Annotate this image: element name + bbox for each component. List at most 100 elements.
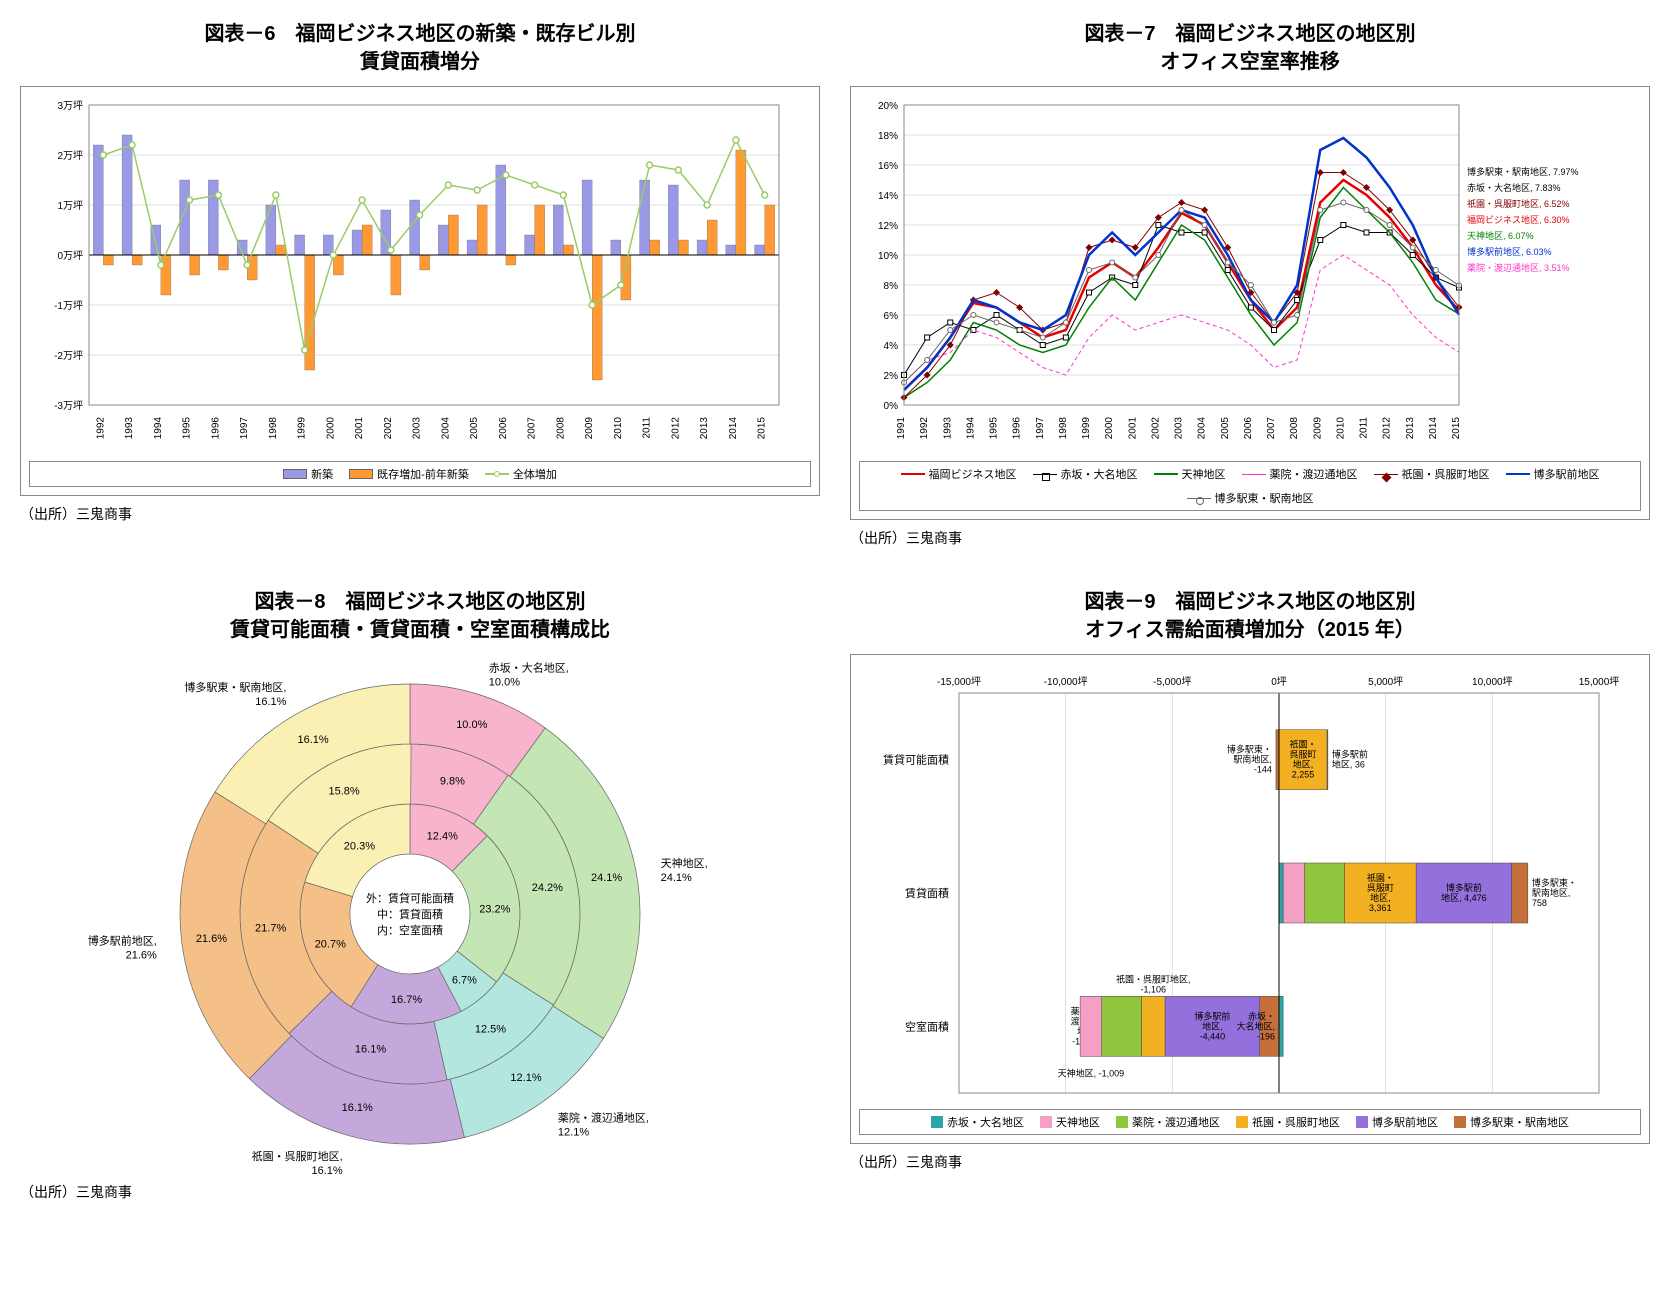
svg-text:758: 758	[1532, 898, 1547, 908]
svg-text:-5,000坪: -5,000坪	[1153, 675, 1191, 688]
svg-text:12.1%: 12.1%	[558, 1127, 589, 1139]
svg-text:1996: 1996	[1012, 417, 1023, 440]
svg-text:21.6%: 21.6%	[196, 933, 227, 945]
svg-text:赤坂・大名地区, 7.83%: 赤坂・大名地区, 7.83%	[1467, 182, 1561, 193]
svg-text:1992: 1992	[95, 417, 106, 440]
svg-text:-1万坪: -1万坪	[54, 299, 83, 312]
svg-text:2004: 2004	[440, 417, 451, 440]
svg-text:2012: 2012	[1382, 417, 1393, 440]
svg-text:1995: 1995	[989, 417, 1000, 440]
svg-text:0万坪: 0万坪	[57, 249, 83, 262]
svg-text:15,000坪: 15,000坪	[1579, 675, 1619, 688]
svg-text:21.7%: 21.7%	[255, 923, 286, 935]
svg-text:内：空室面積: 内：空室面積	[377, 923, 443, 937]
svg-text:-4,440: -4,440	[1200, 1031, 1226, 1041]
svg-text:天神地区, -1,009: 天神地区, -1,009	[1058, 1067, 1125, 1078]
svg-text:2003: 2003	[1174, 417, 1185, 440]
svg-text:地区,: 地区,	[1370, 892, 1391, 903]
svg-text:地区,: 地区,	[1293, 759, 1314, 770]
svg-text:2%: 2%	[884, 371, 899, 382]
chart9-svg: -15,000坪-10,000坪-5,000坪0坪5,000坪10,000坪15…	[859, 663, 1619, 1103]
svg-text:2014: 2014	[1428, 417, 1439, 440]
svg-text:1997: 1997	[1035, 417, 1046, 440]
svg-text:10%: 10%	[878, 251, 898, 262]
svg-text:地区, 4,476: 地区, 4,476	[1441, 892, 1487, 903]
svg-text:天神地区,: 天神地区,	[661, 856, 708, 870]
svg-text:20.3%: 20.3%	[344, 841, 375, 853]
svg-text:1998: 1998	[1058, 417, 1069, 440]
svg-text:博多駅東・駅南地区, 7.97%: 博多駅東・駅南地区, 7.97%	[1467, 166, 1579, 177]
svg-text:博多駅東・: 博多駅東・	[1532, 877, 1577, 888]
chart6-title: 図表－6 福岡ビジネス地区の新築・既存ビル別賃貸面積増分	[20, 20, 820, 76]
svg-text:2000: 2000	[325, 417, 336, 440]
svg-text:24.1%: 24.1%	[661, 872, 692, 884]
svg-text:16%: 16%	[878, 161, 898, 172]
svg-text:10.0%: 10.0%	[456, 719, 487, 731]
chart8-title: 図表－8 福岡ビジネス地区の地区別賃貸可能面積・賃貸面積・空室面積構成比	[20, 588, 820, 644]
svg-text:祇園・呉服町地区,: 祇園・呉服町地区,	[252, 1150, 343, 1163]
svg-text:8%: 8%	[884, 281, 899, 292]
chart8-source: （出所）三鬼商事	[20, 1182, 820, 1202]
svg-text:1998: 1998	[268, 417, 279, 440]
chart6-legend: 新築既存増加-前年新築全体増加	[29, 461, 811, 487]
svg-text:16.7%: 16.7%	[391, 994, 422, 1006]
svg-text:祇園・: 祇園・	[1367, 872, 1394, 883]
svg-text:2万坪: 2万坪	[57, 149, 83, 162]
svg-text:2014: 2014	[728, 417, 739, 440]
svg-text:2012: 2012	[670, 417, 681, 440]
svg-text:博多駅前地区, 6.03%: 博多駅前地区, 6.03%	[1467, 246, 1552, 257]
chart7-title: 図表－7 福岡ビジネス地区の地区別オフィス空室率推移	[850, 20, 1650, 76]
svg-text:-3万坪: -3万坪	[54, 399, 83, 412]
svg-text:3,361: 3,361	[1369, 903, 1392, 913]
svg-text:薬院・渡辺通地区, 3.51%: 薬院・渡辺通地区, 3.51%	[1467, 262, 1570, 273]
svg-text:2013: 2013	[699, 417, 710, 440]
svg-text:博多駅前: 博多駅前	[1332, 749, 1368, 760]
chart6-svg: -3万坪-2万坪-1万坪0万坪1万坪2万坪3万坪1992199319941995…	[29, 95, 789, 455]
svg-text:2008: 2008	[1289, 417, 1300, 440]
svg-text:呉服町: 呉服町	[1367, 883, 1394, 893]
svg-text:1995: 1995	[182, 417, 193, 440]
svg-text:2015: 2015	[1451, 417, 1462, 440]
svg-text:天神地区, 6.07%: 天神地区, 6.07%	[1467, 230, 1534, 241]
svg-text:20.7%: 20.7%	[315, 939, 346, 951]
svg-text:外：賃貸可能面積: 外：賃貸可能面積	[366, 891, 454, 905]
svg-text:博多駅前: 博多駅前	[1446, 882, 1482, 893]
chart8-panel: 図表－8 福岡ビジネス地区の地区別賃貸可能面積・賃貸面積・空室面積構成比 12.…	[20, 588, 820, 1202]
svg-text:1992: 1992	[919, 417, 930, 440]
svg-text:2001: 2001	[1127, 417, 1138, 440]
svg-text:1997: 1997	[239, 417, 250, 440]
svg-text:2007: 2007	[1266, 417, 1277, 440]
svg-text:16.1%: 16.1%	[297, 734, 328, 746]
svg-text:1999: 1999	[297, 417, 308, 440]
svg-text:-10,000坪: -10,000坪	[1044, 675, 1088, 688]
svg-text:1991: 1991	[896, 417, 907, 440]
svg-text:2011: 2011	[642, 417, 653, 439]
svg-text:12%: 12%	[878, 221, 898, 232]
svg-text:2009: 2009	[584, 417, 595, 440]
svg-text:1994: 1994	[965, 417, 976, 440]
svg-text:9.8%: 9.8%	[440, 776, 465, 788]
svg-text:2011: 2011	[1359, 417, 1370, 439]
svg-text:駅南地区,: 駅南地区,	[1532, 887, 1571, 898]
svg-text:空室面積: 空室面積	[905, 1019, 949, 1033]
svg-text:24.1%: 24.1%	[591, 872, 622, 884]
svg-text:1993: 1993	[124, 417, 135, 440]
svg-text:20%: 20%	[878, 101, 898, 112]
svg-text:6%: 6%	[884, 311, 899, 322]
chart6-panel: 図表－6 福岡ビジネス地区の新築・既存ビル別賃貸面積増分 -3万坪-2万坪-1万…	[20, 20, 820, 548]
chart6-source: （出所）三鬼商事	[20, 504, 820, 524]
svg-text:賃貸面積: 賃貸面積	[905, 886, 949, 900]
svg-text:2006: 2006	[1243, 417, 1254, 440]
svg-text:大名地区,: 大名地区,	[1236, 1020, 1275, 1031]
svg-text:博多駅前地区,: 博多駅前地区,	[88, 933, 157, 947]
svg-text:16.1%: 16.1%	[255, 696, 286, 708]
chart9-panel: 図表－9 福岡ビジネス地区の地区別オフィス需給面積増加分（2015 年） -15…	[850, 588, 1650, 1202]
svg-text:薬院・渡辺通地区,: 薬院・渡辺通地区,	[558, 1111, 649, 1125]
chart7-legend: 福岡ビジネス地区赤坂・大名地区天神地区薬院・渡辺通地区祇園・呉服町地区博多駅前地…	[859, 461, 1641, 511]
svg-text:10,000坪: 10,000坪	[1472, 675, 1513, 688]
svg-text:祇園・呉服町地区, 6.52%: 祇園・呉服町地区, 6.52%	[1467, 198, 1570, 209]
svg-text:2002: 2002	[383, 417, 394, 440]
svg-text:2005: 2005	[1220, 417, 1231, 440]
svg-text:-144: -144	[1254, 765, 1272, 775]
chart9-source: （出所）三鬼商事	[850, 1152, 1650, 1172]
